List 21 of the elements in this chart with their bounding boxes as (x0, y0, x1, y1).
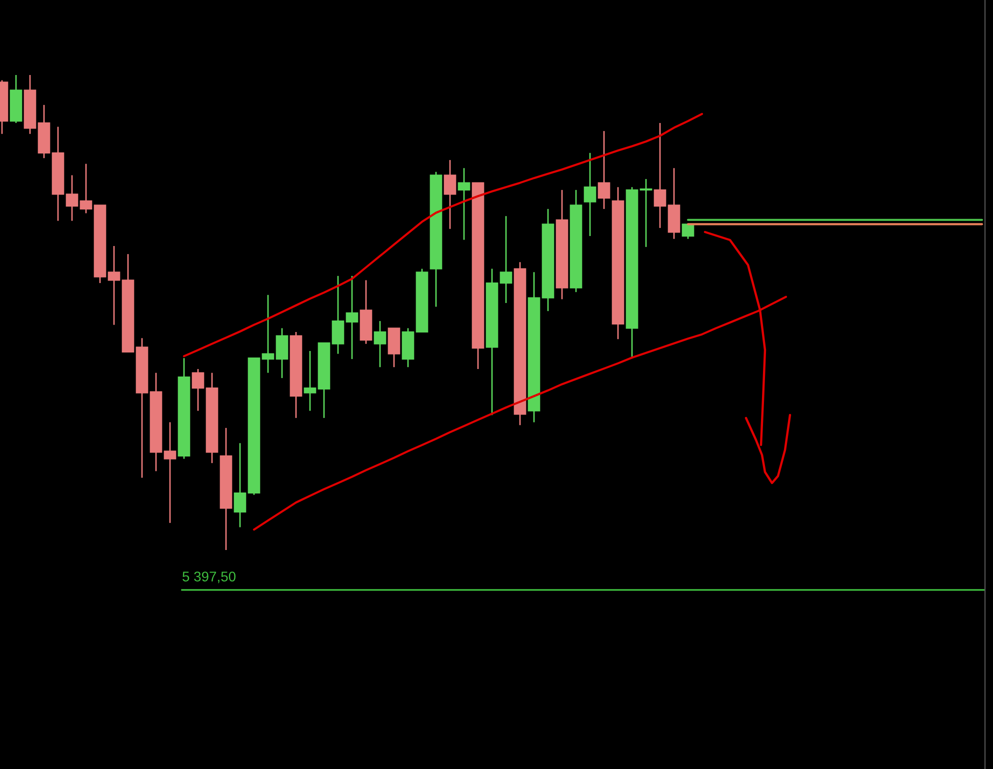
candlestick (500, 215, 512, 304)
candlestick (346, 275, 358, 360)
candlestick (262, 294, 274, 374)
candlestick (458, 167, 470, 241)
candlestick (276, 327, 288, 379)
candlestick (66, 174, 78, 222)
candlestick (654, 122, 666, 229)
candlestick (164, 422, 176, 524)
candlestick (640, 178, 652, 248)
candlestick (374, 320, 386, 368)
candlestick (598, 130, 610, 210)
candlestick (444, 159, 456, 230)
annotation: 5 397,50 (182, 572, 236, 584)
candlestick (192, 368, 204, 412)
candlestick (234, 442, 246, 528)
candlestick (108, 245, 120, 326)
candlestick (332, 275, 344, 355)
candlestick (584, 152, 596, 237)
candlestick (304, 350, 316, 412)
candlestick (80, 163, 92, 214)
candlestick (682, 223, 694, 240)
